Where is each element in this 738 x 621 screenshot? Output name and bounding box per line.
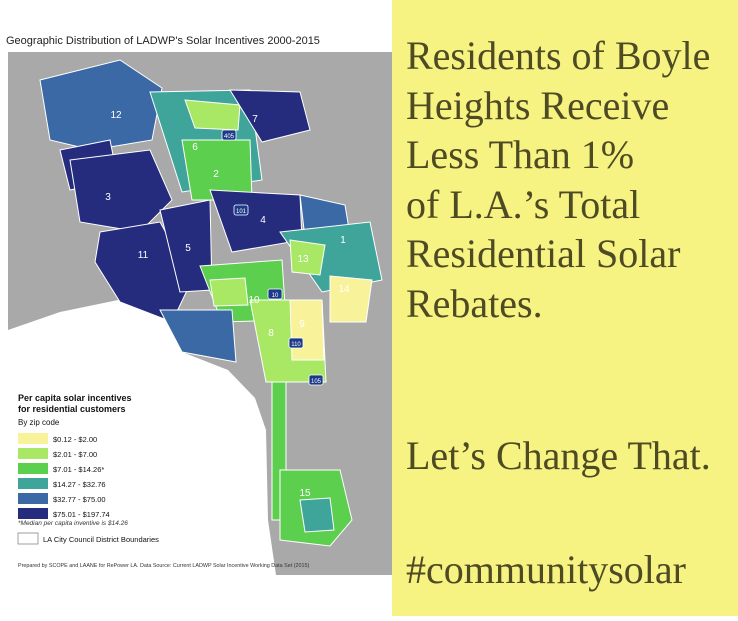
- freeway-label: 10: [272, 293, 279, 299]
- district-label: 14: [338, 284, 350, 295]
- zip-area: [209, 277, 249, 307]
- freeway-shield: [308, 374, 324, 386]
- legend-swatch: [18, 508, 48, 519]
- district-label: 13: [297, 254, 309, 265]
- district-label: 4: [260, 215, 266, 226]
- freeway-shield: [233, 204, 249, 216]
- legend-subtitle: By zip code: [18, 418, 60, 427]
- boundary-swatch: [17, 532, 39, 545]
- legend-swatch: [18, 478, 48, 489]
- zip-area: [329, 275, 373, 323]
- freeway-label: 405: [224, 134, 235, 140]
- freeway-shield: [221, 129, 237, 141]
- district-label: 1: [340, 235, 346, 246]
- legend-swatch: [18, 463, 48, 474]
- hashtag: #communitysolar: [406, 547, 686, 592]
- headline-line: Rebates.: [406, 280, 543, 326]
- source-note: Prepared by SCOPE and LAANE for RePower …: [18, 563, 310, 569]
- headline-line: Residential Solar: [406, 231, 681, 276]
- district-label: 9: [299, 319, 305, 330]
- map: Geographic Distribution of LADWP's Solar…: [6, 35, 392, 575]
- district-label: 8: [268, 328, 274, 339]
- freeway-shield: [267, 288, 283, 300]
- district-label: 12: [110, 110, 122, 121]
- district-label: 10: [248, 295, 260, 306]
- headline-line: Less Than 1%: [406, 132, 635, 177]
- zip-area: [39, 59, 163, 151]
- legend-label: $7.01 - $14.26*: [53, 465, 104, 474]
- freeway-shield: [288, 337, 304, 349]
- message-panel: Residents of Boyle Heights Receive Less Th…: [392, 0, 738, 616]
- district-label: 11: [138, 250, 149, 261]
- call-to-action: Let’s Change That.: [406, 433, 711, 478]
- zip-area: [299, 497, 335, 533]
- headline-line: Heights Receive: [406, 82, 670, 128]
- zip-area: [289, 239, 326, 276]
- freeway-label: 101: [236, 209, 247, 215]
- legend-note: *Median per capita inventive is $14.26: [18, 520, 128, 527]
- legend-label: $2.01 - $7.00: [53, 450, 97, 459]
- legend-title: for residential customers: [18, 404, 126, 414]
- ocean: [8, 292, 276, 575]
- headline-line: Residents of Boyle: [406, 33, 711, 78]
- map-title: Geographic Distribution of LADWP's Solar…: [6, 35, 320, 47]
- zip-area: [159, 309, 237, 363]
- legend-label: $14.27 - $32.76: [53, 480, 106, 489]
- legend-swatch: [18, 493, 48, 504]
- zip-area: [184, 99, 241, 131]
- district-label: 5: [185, 243, 191, 254]
- district-label: 2: [213, 169, 219, 180]
- zip-area: [69, 149, 173, 233]
- boundary-label: LA City Council District Boundaries: [43, 535, 159, 544]
- legend-swatch: [18, 448, 48, 459]
- district-label: 6: [192, 142, 198, 153]
- district-label: 15: [299, 488, 311, 499]
- legend-label: $32.77 - $75.00: [53, 495, 106, 504]
- headline-line: of L.A.’s Total: [406, 181, 641, 227]
- freeway-label: 110: [291, 342, 301, 348]
- district-label: 7: [252, 114, 258, 125]
- zip-area: [229, 89, 311, 143]
- freeway-label: 105: [311, 379, 322, 385]
- map-panel: Geographic Distribution of LADWP's Solar…: [6, 35, 392, 575]
- district-label: 3: [105, 192, 111, 203]
- legend-title: Per capita solar incentives: [18, 393, 132, 403]
- legend-label: $75.01 - $197.74: [53, 510, 110, 519]
- zip-areas: [39, 59, 383, 547]
- legend-label: $0.12 - $2.00: [53, 435, 97, 444]
- legend-swatch: [18, 433, 48, 444]
- zip-area: [289, 299, 325, 361]
